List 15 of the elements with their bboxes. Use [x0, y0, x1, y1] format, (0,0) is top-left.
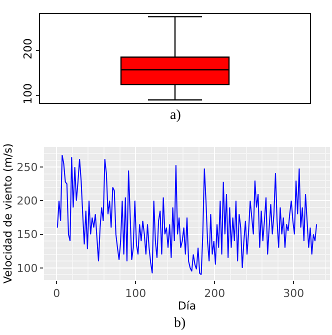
x-axis-title: Día	[178, 299, 196, 312]
text: b)	[174, 316, 186, 331]
y-tick-label: 100	[16, 262, 38, 275]
y-tick-label: 150	[16, 228, 38, 242]
x-tick-label: 200	[204, 287, 226, 300]
x-tick-label: 300	[283, 287, 304, 300]
y-tick-label: 100	[22, 83, 35, 104]
y-axis-title: Velocidad de viento (m/s)	[1, 143, 14, 284]
text: a)	[170, 108, 182, 123]
y-tick-label: 200	[16, 194, 38, 208]
line-series	[56, 154, 318, 276]
x-tick-label: 0	[53, 287, 60, 300]
y-tick-label: 250	[16, 161, 38, 174]
y-tick-label: 200	[22, 38, 35, 60]
x-tick-label: 100	[125, 287, 146, 300]
